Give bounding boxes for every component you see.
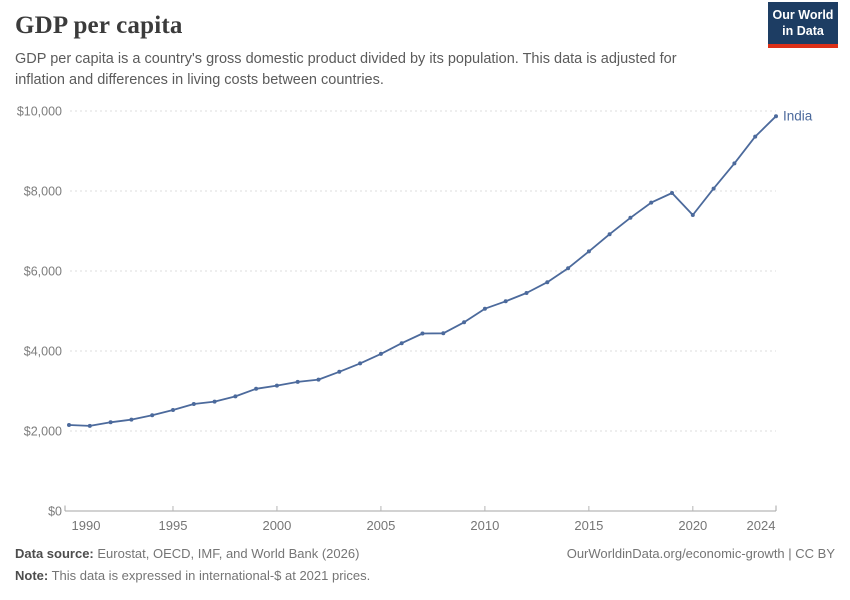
chart-subtitle: GDP per capita is a country's gross dome… bbox=[15, 51, 677, 89]
data-point-marker[interactable] bbox=[732, 161, 737, 166]
data-point-marker[interactable] bbox=[87, 423, 92, 428]
x-axis-label: 1990 bbox=[72, 518, 101, 533]
data-source-text: Eurostat, OECD, IMF, and World Bank (202… bbox=[93, 546, 360, 561]
data-point-marker[interactable] bbox=[628, 215, 633, 220]
data-point-marker[interactable] bbox=[399, 341, 404, 346]
data-point-marker[interactable] bbox=[566, 266, 571, 271]
y-axis-label: $0 bbox=[48, 504, 62, 518]
data-point-marker[interactable] bbox=[191, 402, 196, 406]
data-point-marker[interactable] bbox=[129, 417, 134, 422]
owid-logo[interactable]: Our World in Data bbox=[768, 2, 838, 49]
owid-logo-line1: Our World bbox=[772, 8, 834, 22]
y-axis-label: $10,000 bbox=[17, 104, 62, 118]
data-point-marker[interactable] bbox=[171, 408, 175, 412]
data-point-marker[interactable] bbox=[233, 394, 238, 399]
data-point-marker[interactable] bbox=[358, 361, 363, 366]
x-axis-label: 2010 bbox=[470, 518, 499, 533]
note-line: Note: This data is expressed in internat… bbox=[15, 565, 370, 587]
chart-header: GDP per capita GDP per capita is a count… bbox=[15, 12, 835, 91]
x-axis-label: 2015 bbox=[574, 518, 603, 533]
owid-logo-box: Our World in Data bbox=[768, 2, 838, 45]
data-point-marker[interactable] bbox=[586, 249, 591, 254]
data-point-marker[interactable] bbox=[524, 291, 529, 295]
chart-footer: Data source: Eurostat, OECD, IMF, and Wo… bbox=[15, 543, 835, 587]
y-axis-label: $8,000 bbox=[24, 184, 62, 198]
data-point-marker[interactable] bbox=[503, 299, 508, 304]
data-point-marker[interactable] bbox=[316, 377, 321, 382]
data-point-marker[interactable] bbox=[337, 369, 342, 374]
data-point-marker[interactable] bbox=[711, 186, 716, 191]
data-point-marker[interactable] bbox=[67, 423, 71, 427]
data-point-marker[interactable] bbox=[545, 280, 550, 285]
data-point-marker[interactable] bbox=[482, 306, 487, 311]
note-label: Note: bbox=[15, 568, 49, 583]
data-point-marker[interactable] bbox=[254, 386, 259, 391]
data-point-marker[interactable] bbox=[690, 213, 695, 217]
data-point-marker[interactable] bbox=[378, 351, 383, 356]
note-text: This data is expressed in international-… bbox=[48, 568, 371, 583]
data-source-label: Data source: bbox=[15, 546, 94, 561]
data-point-marker[interactable] bbox=[462, 320, 467, 325]
data-point-marker[interactable] bbox=[670, 191, 674, 195]
data-point-marker[interactable] bbox=[274, 383, 279, 388]
x-axis-label: 2020 bbox=[678, 518, 707, 533]
data-point-marker[interactable] bbox=[607, 232, 612, 237]
data-point-marker[interactable] bbox=[150, 413, 155, 418]
x-axis-label: 2024 bbox=[747, 518, 776, 533]
x-axis-label: 1995 bbox=[159, 518, 188, 533]
data-point-marker[interactable] bbox=[212, 399, 217, 404]
gdp-line-chart[interactable]: $0 $2,000 $4,000 $6,000 $8,000 $10,000 1990 199… bbox=[0, 0, 850, 545]
owid-logo-accent-bar bbox=[768, 44, 838, 49]
data-point-marker[interactable] bbox=[441, 331, 446, 336]
owid-logo-line2: in Data bbox=[782, 23, 824, 38]
data-point-marker[interactable] bbox=[108, 420, 113, 425]
y-axis-label: $4,000 bbox=[24, 344, 62, 358]
data-point-marker[interactable] bbox=[774, 114, 778, 119]
data-point-marker[interactable] bbox=[420, 331, 425, 336]
data-source-line: Data source: Eurostat, OECD, IMF, and Wo… bbox=[15, 543, 370, 565]
footer-left: Data source: Eurostat, OECD, IMF, and Wo… bbox=[15, 543, 370, 587]
y-axis-label: $2,000 bbox=[24, 424, 62, 438]
attribution-link[interactable]: OurWorldinData.org/economic-growth | CC … bbox=[566, 546, 835, 561]
data-point-marker[interactable] bbox=[649, 200, 654, 205]
x-axis-label: 2005 bbox=[366, 518, 395, 533]
x-axis-label: 2000 bbox=[262, 518, 291, 533]
data-point-marker[interactable] bbox=[753, 134, 758, 139]
data-point-marker[interactable] bbox=[295, 379, 300, 384]
chart-plot-area[interactable]: $0 $2,000 $4,000 $6,000 $8,000 $10,000 1990 199… bbox=[0, 0, 850, 545]
page-title: GDP per capita bbox=[15, 12, 183, 39]
series-end-label[interactable]: India bbox=[783, 109, 813, 124]
y-axis-label: $6,000 bbox=[24, 264, 62, 278]
